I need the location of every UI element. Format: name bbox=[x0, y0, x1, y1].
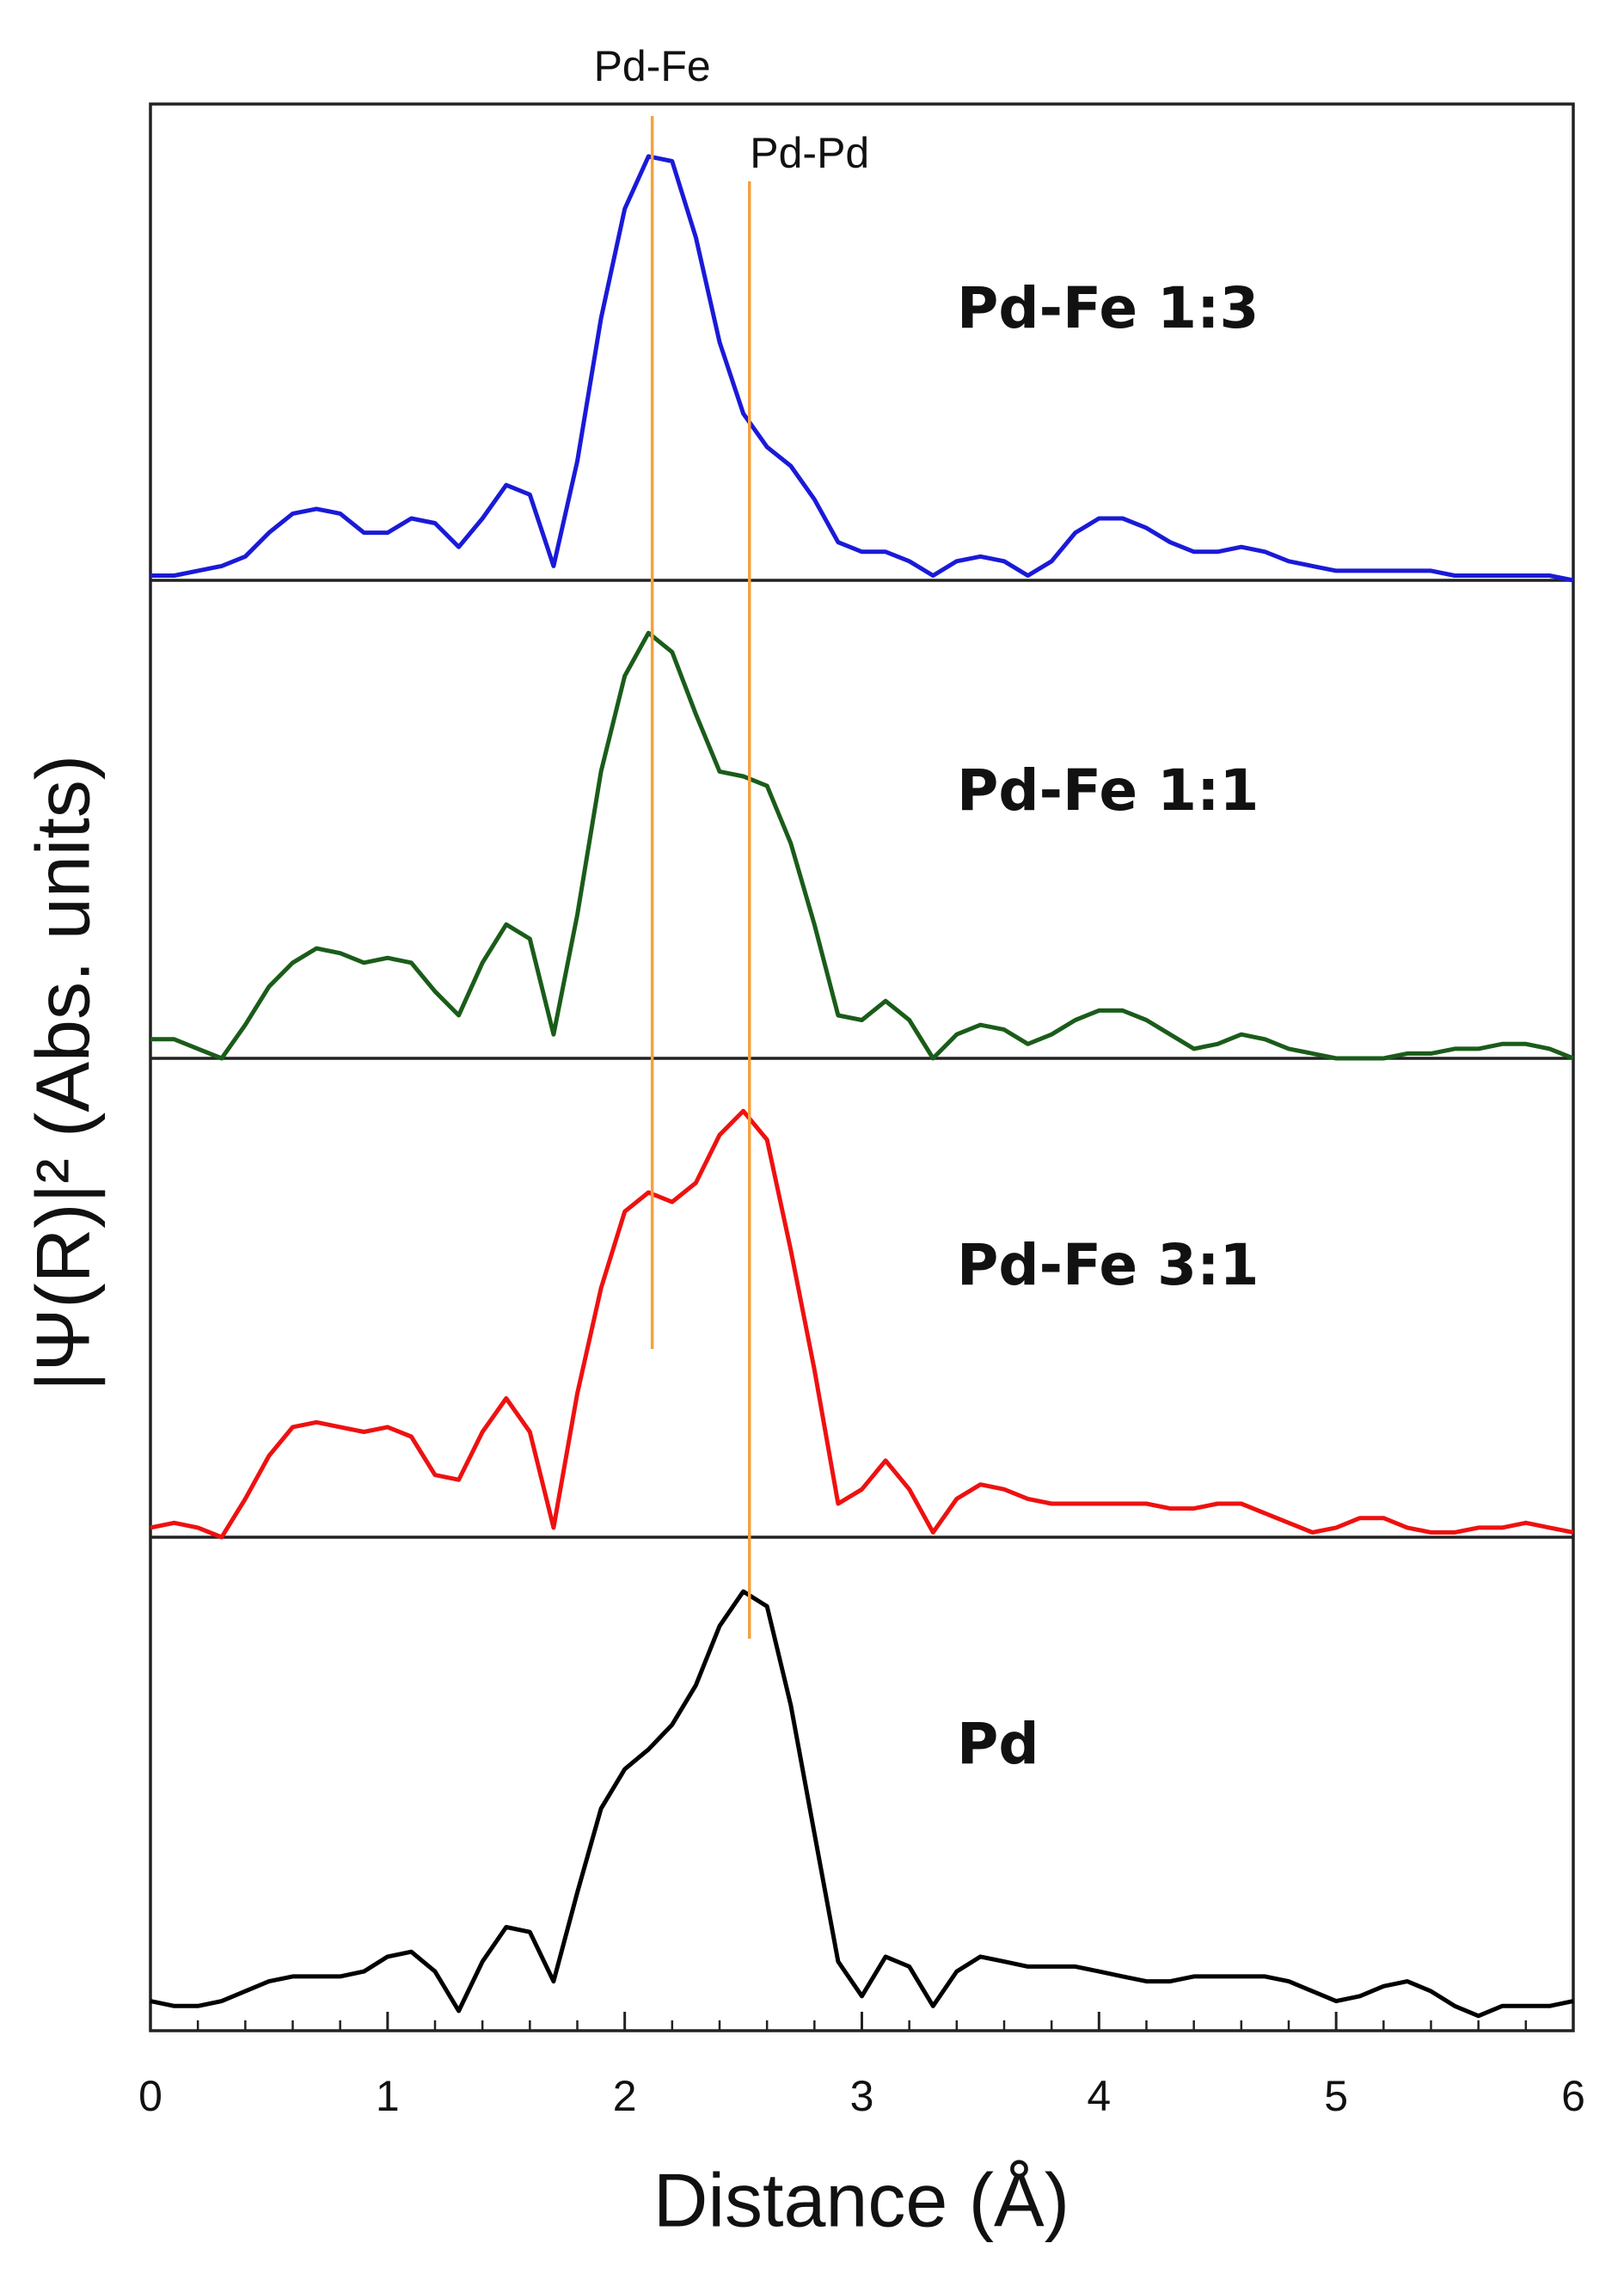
data-line bbox=[150, 1589, 1574, 2019]
x-tick-label: 2 bbox=[613, 2072, 637, 2120]
annotation-label: Pd-Pd bbox=[750, 129, 869, 177]
x-tick-label: 1 bbox=[376, 2072, 400, 2120]
x-axis-title: Distance (Å) bbox=[653, 2157, 1069, 2242]
data-line bbox=[150, 154, 1574, 583]
x-tick-label: 4 bbox=[1087, 2072, 1111, 2120]
x-tick-label: 3 bbox=[850, 2072, 874, 2120]
x-tick-label: 6 bbox=[1561, 2072, 1585, 2120]
x-tick-label: 0 bbox=[138, 2072, 162, 2120]
data-line bbox=[150, 630, 1574, 1061]
y-axis-title: |Ψ(R)|² (Abs. units) bbox=[20, 755, 105, 1391]
panel-label: Pd bbox=[957, 1711, 1039, 1777]
x-tick-label: 5 bbox=[1324, 2072, 1348, 2120]
annotation-label: Pd-Fe bbox=[594, 42, 711, 90]
panel-label: Pd-Fe 1:1 bbox=[957, 757, 1259, 824]
plot-frame bbox=[149, 102, 1575, 2032]
panel-label: Pd-Fe 3:1 bbox=[957, 1232, 1259, 1298]
data-line bbox=[150, 1108, 1574, 1540]
panel-label: Pd-Fe 1:3 bbox=[957, 275, 1259, 341]
